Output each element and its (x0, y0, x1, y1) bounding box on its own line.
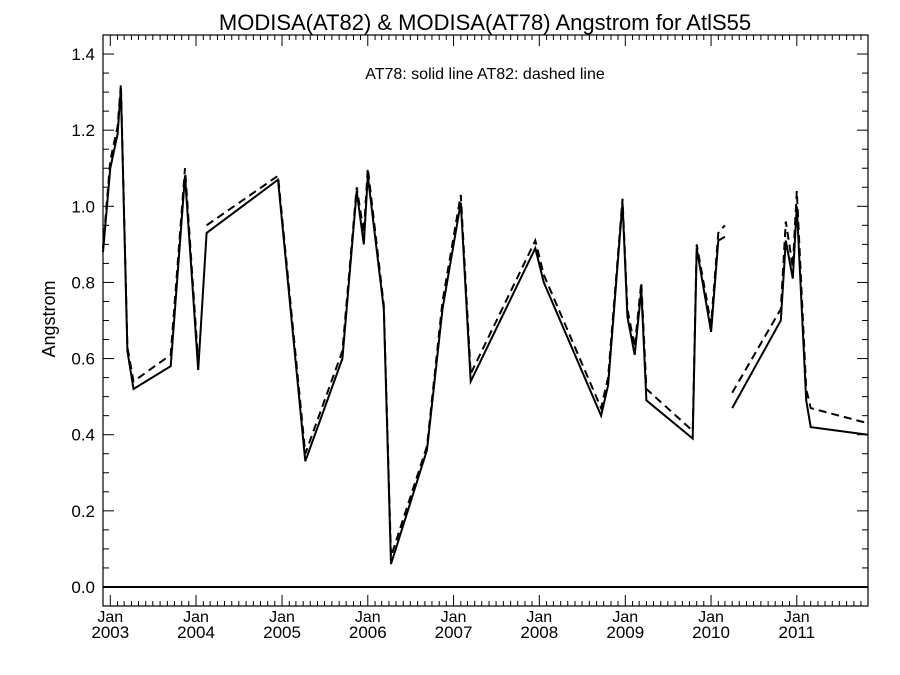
plot-frame (102, 34, 869, 607)
x-tick-year-label: 2009 (606, 623, 644, 642)
tick-labels: 0.00.20.40.60.81.01.21.4Jan2003Jan2004Ja… (71, 45, 815, 642)
series-at78-line-0 (102, 88, 726, 565)
x-tick-month-label: Jan (355, 609, 381, 626)
x-tick-month-label: Jan (698, 609, 724, 626)
y-tick-label: 0.8 (71, 273, 95, 292)
x-tick-month-label: Jan (612, 609, 638, 626)
x-tick-month-label: Jan (784, 609, 810, 626)
plot-lines (102, 84, 869, 565)
series-at82-line-0 (102, 84, 200, 384)
y-tick-label: 0.4 (71, 426, 95, 445)
y-tick-label: 1.4 (71, 45, 95, 64)
x-tick-year-label: 2008 (520, 623, 558, 642)
x-tick-year-label: 2007 (435, 623, 473, 642)
x-tick-year-label: 2010 (692, 623, 730, 642)
x-tick-year-label: 2011 (779, 623, 816, 642)
y-axis-label: Angstrom (39, 280, 59, 357)
series-at82-line-2 (731, 191, 869, 425)
x-tick-year-label: 2003 (91, 623, 129, 642)
y-tick-label: 0.0 (71, 578, 95, 597)
x-tick-month-label: Jan (183, 609, 209, 626)
x-tick-month-label: Jan (441, 609, 467, 626)
axes (102, 34, 869, 607)
y-tick-label: 0.6 (71, 350, 95, 369)
x-tick-month-label: Jan (97, 609, 123, 626)
series-at82-line-1 (206, 168, 726, 557)
x-tick-year-label: 2004 (177, 623, 215, 642)
y-tick-label: 1.2 (71, 121, 95, 140)
x-tick-month-label: Jan (526, 609, 552, 626)
chart-title: MODISA(AT82) & MODISA(AT78) Angstrom for… (219, 10, 751, 35)
x-tick-year-label: 2006 (349, 623, 387, 642)
y-tick-label: 1.0 (71, 197, 95, 216)
x-tick-month-label: Jan (269, 609, 295, 626)
series-annotation: AT78: solid line AT82: dashed line (365, 66, 605, 83)
y-tick-label: 0.2 (71, 502, 95, 521)
x-tick-year-label: 2005 (263, 623, 301, 642)
